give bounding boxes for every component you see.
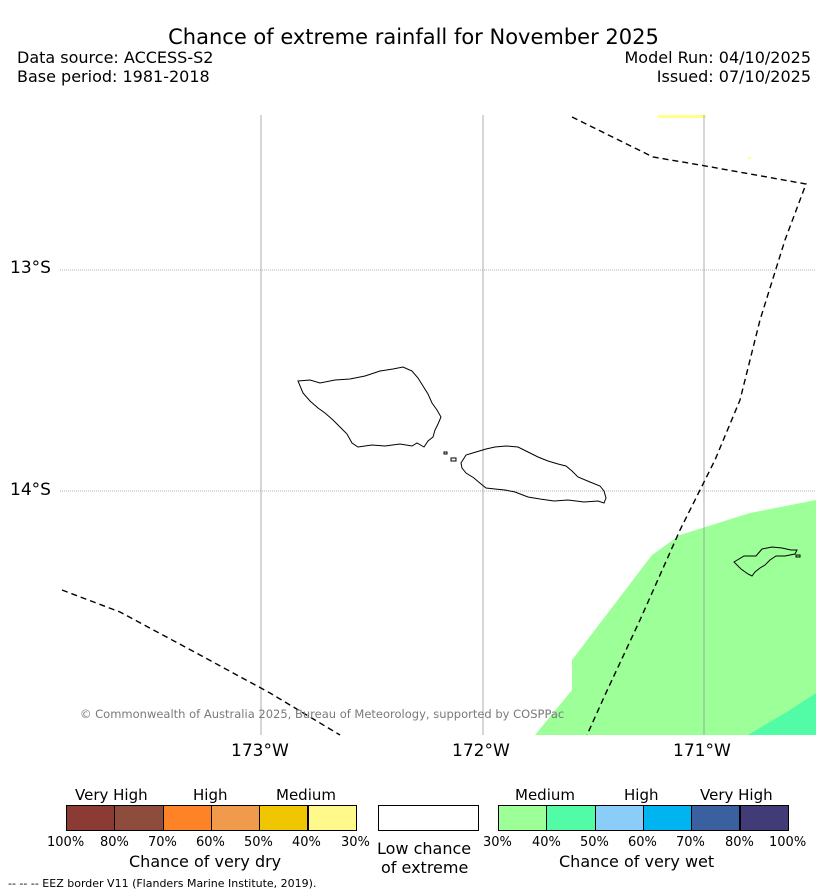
dry-swatch-6 <box>307 805 357 831</box>
wet-tick: 30% <box>483 835 512 850</box>
wet-tick: 100% <box>769 835 807 850</box>
neutral-caption-line2: of extreme <box>381 858 469 877</box>
wet-region-40-50 <box>748 693 816 735</box>
dry-tick: 60% <box>196 835 225 850</box>
lon-label-173w: 173°W <box>231 741 289 761</box>
wet-legend-caption: Chance of very wet <box>559 852 715 871</box>
lat-label-14s: 14°S <box>10 480 51 500</box>
dry-swatch-1 <box>66 805 116 831</box>
wet-legend-very-high: Very High <box>700 786 773 804</box>
dry-tick: 30% <box>341 835 370 850</box>
model-run: Model Run: 04/10/2025 <box>624 48 812 67</box>
wet-swatch-2 <box>546 805 596 831</box>
wet-tick: 80% <box>725 835 754 850</box>
wet-swatch-4 <box>642 805 693 831</box>
map-title: Chance of extreme rainfall for November … <box>168 25 659 49</box>
dry-tick: 40% <box>292 835 321 850</box>
dry-tick: 70% <box>148 835 177 850</box>
savaii-island <box>297 366 442 448</box>
wet-swatch-1 <box>498 805 548 831</box>
eez-footnote: -- -- -- EEZ border V11 (Flanders Marine… <box>8 877 317 890</box>
tutuila-island <box>733 546 798 577</box>
issued-date: Issued: 07/10/2025 <box>656 67 811 86</box>
data-source: Data source: ACCESS-S2 <box>17 48 214 67</box>
wet-swatch-6 <box>739 805 789 831</box>
wet-swatch-3 <box>594 805 644 831</box>
dry-legend-medium: Medium <box>276 786 336 804</box>
low-chance-swatch <box>378 805 479 831</box>
lon-label-171w: 171°W <box>673 741 731 761</box>
wet-legend-medium: Medium <box>515 786 575 804</box>
upolu-island <box>460 445 607 504</box>
wet-tick: 50% <box>580 835 609 850</box>
eez-border-west <box>61 589 341 736</box>
dry-region-30-40 <box>658 115 706 118</box>
wet-tick: 70% <box>676 835 705 850</box>
dry-swatch-3 <box>162 805 212 831</box>
coastlines <box>297 366 801 577</box>
manono-islet <box>450 457 457 462</box>
neutral-caption-line1: Low chance <box>377 839 472 858</box>
dry-tick: 100% <box>47 835 85 850</box>
base-period: Base period: 1981-2018 <box>17 67 210 86</box>
dry-legend-high: High <box>193 786 228 804</box>
wet-tick: 40% <box>532 835 561 850</box>
lon-label-172w: 172°W <box>452 741 510 761</box>
lat-label-13s: 13°S <box>10 258 51 278</box>
dry-region-dot <box>748 157 751 159</box>
eez-borders <box>61 116 807 736</box>
eez-border-east <box>571 116 807 736</box>
wet-swatch-5 <box>691 805 741 831</box>
dry-tick: 50% <box>244 835 273 850</box>
dry-legend-very-high: Very High <box>75 786 148 804</box>
wet-legend-high: High <box>624 786 659 804</box>
aunuu-islet <box>795 554 801 558</box>
dry-swatch-5 <box>259 805 309 831</box>
dry-tick: 80% <box>100 835 129 850</box>
apolima-islet <box>443 451 448 455</box>
dry-swatch-2 <box>114 805 164 831</box>
wet-region-30-40 <box>535 500 816 735</box>
dry-legend-caption: Chance of very dry <box>129 852 282 871</box>
dry-swatch-4 <box>210 805 261 831</box>
copyright-notice: © Commonwealth of Australia 2025, Bureau… <box>80 707 565 721</box>
wet-tick: 60% <box>628 835 657 850</box>
gridlines <box>60 115 816 735</box>
